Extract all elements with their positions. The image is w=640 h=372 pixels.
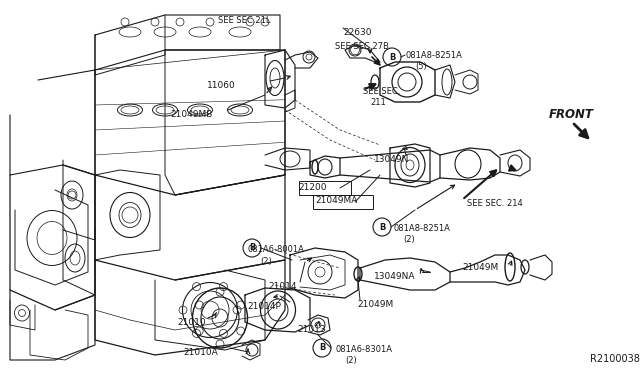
Text: (2): (2) xyxy=(345,356,356,365)
Text: R2100038: R2100038 xyxy=(590,354,640,364)
Text: (2): (2) xyxy=(260,257,272,266)
Text: 081A6-8301A: 081A6-8301A xyxy=(335,345,392,354)
Text: 081A8-8251A: 081A8-8251A xyxy=(393,224,450,233)
Text: 21049MA: 21049MA xyxy=(315,196,357,205)
Text: SEE SEC.: SEE SEC. xyxy=(363,87,401,96)
Text: 211: 211 xyxy=(370,98,386,107)
Text: 081A8-8251A: 081A8-8251A xyxy=(405,51,462,60)
Text: 22630: 22630 xyxy=(343,28,371,37)
Text: B: B xyxy=(379,222,385,231)
Text: 21014: 21014 xyxy=(268,282,296,291)
Text: FRONT: FRONT xyxy=(549,108,594,121)
Text: 21200: 21200 xyxy=(298,183,326,192)
Text: 13049NA: 13049NA xyxy=(374,272,415,281)
Text: (5): (5) xyxy=(415,62,427,71)
Text: SEE SEC. 214: SEE SEC. 214 xyxy=(467,199,523,208)
Text: 21014P: 21014P xyxy=(247,302,281,311)
Text: 21010A: 21010A xyxy=(183,348,218,357)
Text: 21010: 21010 xyxy=(177,318,205,327)
Text: 21049M: 21049M xyxy=(462,263,499,272)
Text: 21013: 21013 xyxy=(297,325,326,334)
Text: 11060: 11060 xyxy=(207,81,236,90)
Text: SEE SEC.27B: SEE SEC.27B xyxy=(335,42,389,51)
Text: SEE SEC.21L: SEE SEC.21L xyxy=(218,16,271,25)
Text: B: B xyxy=(389,52,395,61)
Text: (2): (2) xyxy=(403,235,415,244)
Text: 21049MB: 21049MB xyxy=(170,110,212,119)
Text: 13049N: 13049N xyxy=(374,155,410,164)
Text: 21049M: 21049M xyxy=(357,300,393,309)
Text: B: B xyxy=(319,343,325,353)
Text: 081A6-8001A: 081A6-8001A xyxy=(248,245,305,254)
Text: B: B xyxy=(249,244,255,253)
